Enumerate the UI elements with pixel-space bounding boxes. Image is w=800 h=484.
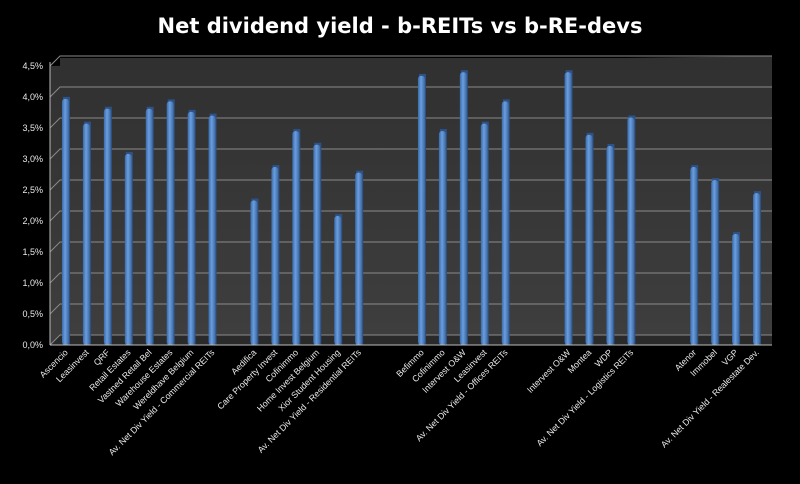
gridline: [49, 241, 772, 253]
bar: [732, 232, 741, 345]
plot-area: [60, 58, 772, 337]
bar: [690, 165, 699, 345]
bar-body: [459, 72, 467, 345]
bar: [313, 142, 322, 345]
bar-body: [313, 144, 321, 345]
bar: [753, 191, 762, 345]
gridline: [49, 334, 772, 346]
bar: [627, 115, 636, 346]
y-tick-label: 1,5%: [22, 247, 43, 257]
y-tick-label: 0,5%: [22, 309, 43, 319]
y-tick-label: 1,0%: [22, 278, 43, 288]
bar-body: [711, 180, 719, 345]
gridline: [49, 148, 772, 160]
gridline: [49, 303, 772, 315]
bar: [250, 198, 259, 345]
bar-body: [690, 167, 698, 345]
bar-body: [187, 111, 195, 345]
bar-body: [627, 117, 635, 346]
bar-body: [292, 131, 300, 345]
gridline: [49, 86, 772, 98]
bar-body: [61, 98, 69, 345]
bar-body: [732, 234, 740, 345]
x-tick-label: Intervest O&W: [525, 347, 573, 395]
gridline: [49, 179, 772, 191]
bar-body: [271, 167, 279, 345]
bar: [271, 165, 280, 345]
gridline: [49, 272, 772, 284]
bar: [334, 214, 343, 345]
bar: [61, 96, 70, 345]
bar-body: [145, 108, 153, 345]
bar-body: [208, 115, 216, 345]
y-tick-label: 0,0%: [22, 340, 43, 350]
bar-body: [438, 131, 446, 345]
y-tick-label: 4,5%: [22, 61, 43, 71]
bar: [145, 106, 154, 345]
y-tick-label: 4,0%: [22, 92, 43, 102]
bar: [606, 143, 615, 345]
chart-title: Net dividend yield - b-REITs vs b-RE-dev…: [157, 14, 643, 38]
bar: [711, 178, 720, 345]
bar-body: [417, 75, 425, 346]
bar-body: [564, 72, 572, 345]
bar: [103, 106, 112, 345]
x-tick-label: Montea: [566, 347, 594, 375]
bar: [292, 129, 301, 345]
bar: [82, 121, 91, 345]
bar: [355, 170, 364, 345]
bar-body: [124, 154, 132, 345]
plot-floor: [50, 335, 772, 345]
bar: [501, 99, 510, 345]
y-tick-label: 3,0%: [22, 154, 43, 164]
bar: [166, 99, 175, 345]
bar-body: [606, 145, 614, 345]
bar-body: [334, 216, 342, 345]
bar-body: [82, 123, 90, 345]
bar-body: [480, 123, 488, 345]
bar-body: [753, 193, 761, 345]
bar: [124, 152, 133, 345]
bar: [417, 73, 426, 346]
bar: [564, 70, 573, 345]
bar: [208, 113, 217, 345]
y-tick-label: 2,0%: [22, 216, 43, 226]
gridline: [49, 210, 772, 222]
bar-body: [103, 108, 111, 345]
gridline: [49, 117, 772, 129]
y-tick-label: 2,5%: [22, 185, 43, 195]
bar: [459, 70, 468, 345]
bar: [585, 132, 594, 345]
bar-body: [166, 101, 174, 345]
y-tick-label: 3,5%: [22, 123, 43, 133]
gridline: [49, 55, 772, 67]
bar-body: [585, 134, 593, 345]
bar: [438, 129, 447, 345]
bar: [187, 109, 196, 345]
bar-body: [501, 101, 509, 345]
bar: [480, 121, 489, 345]
bar-body: [250, 200, 258, 345]
bar-body: [355, 172, 363, 345]
